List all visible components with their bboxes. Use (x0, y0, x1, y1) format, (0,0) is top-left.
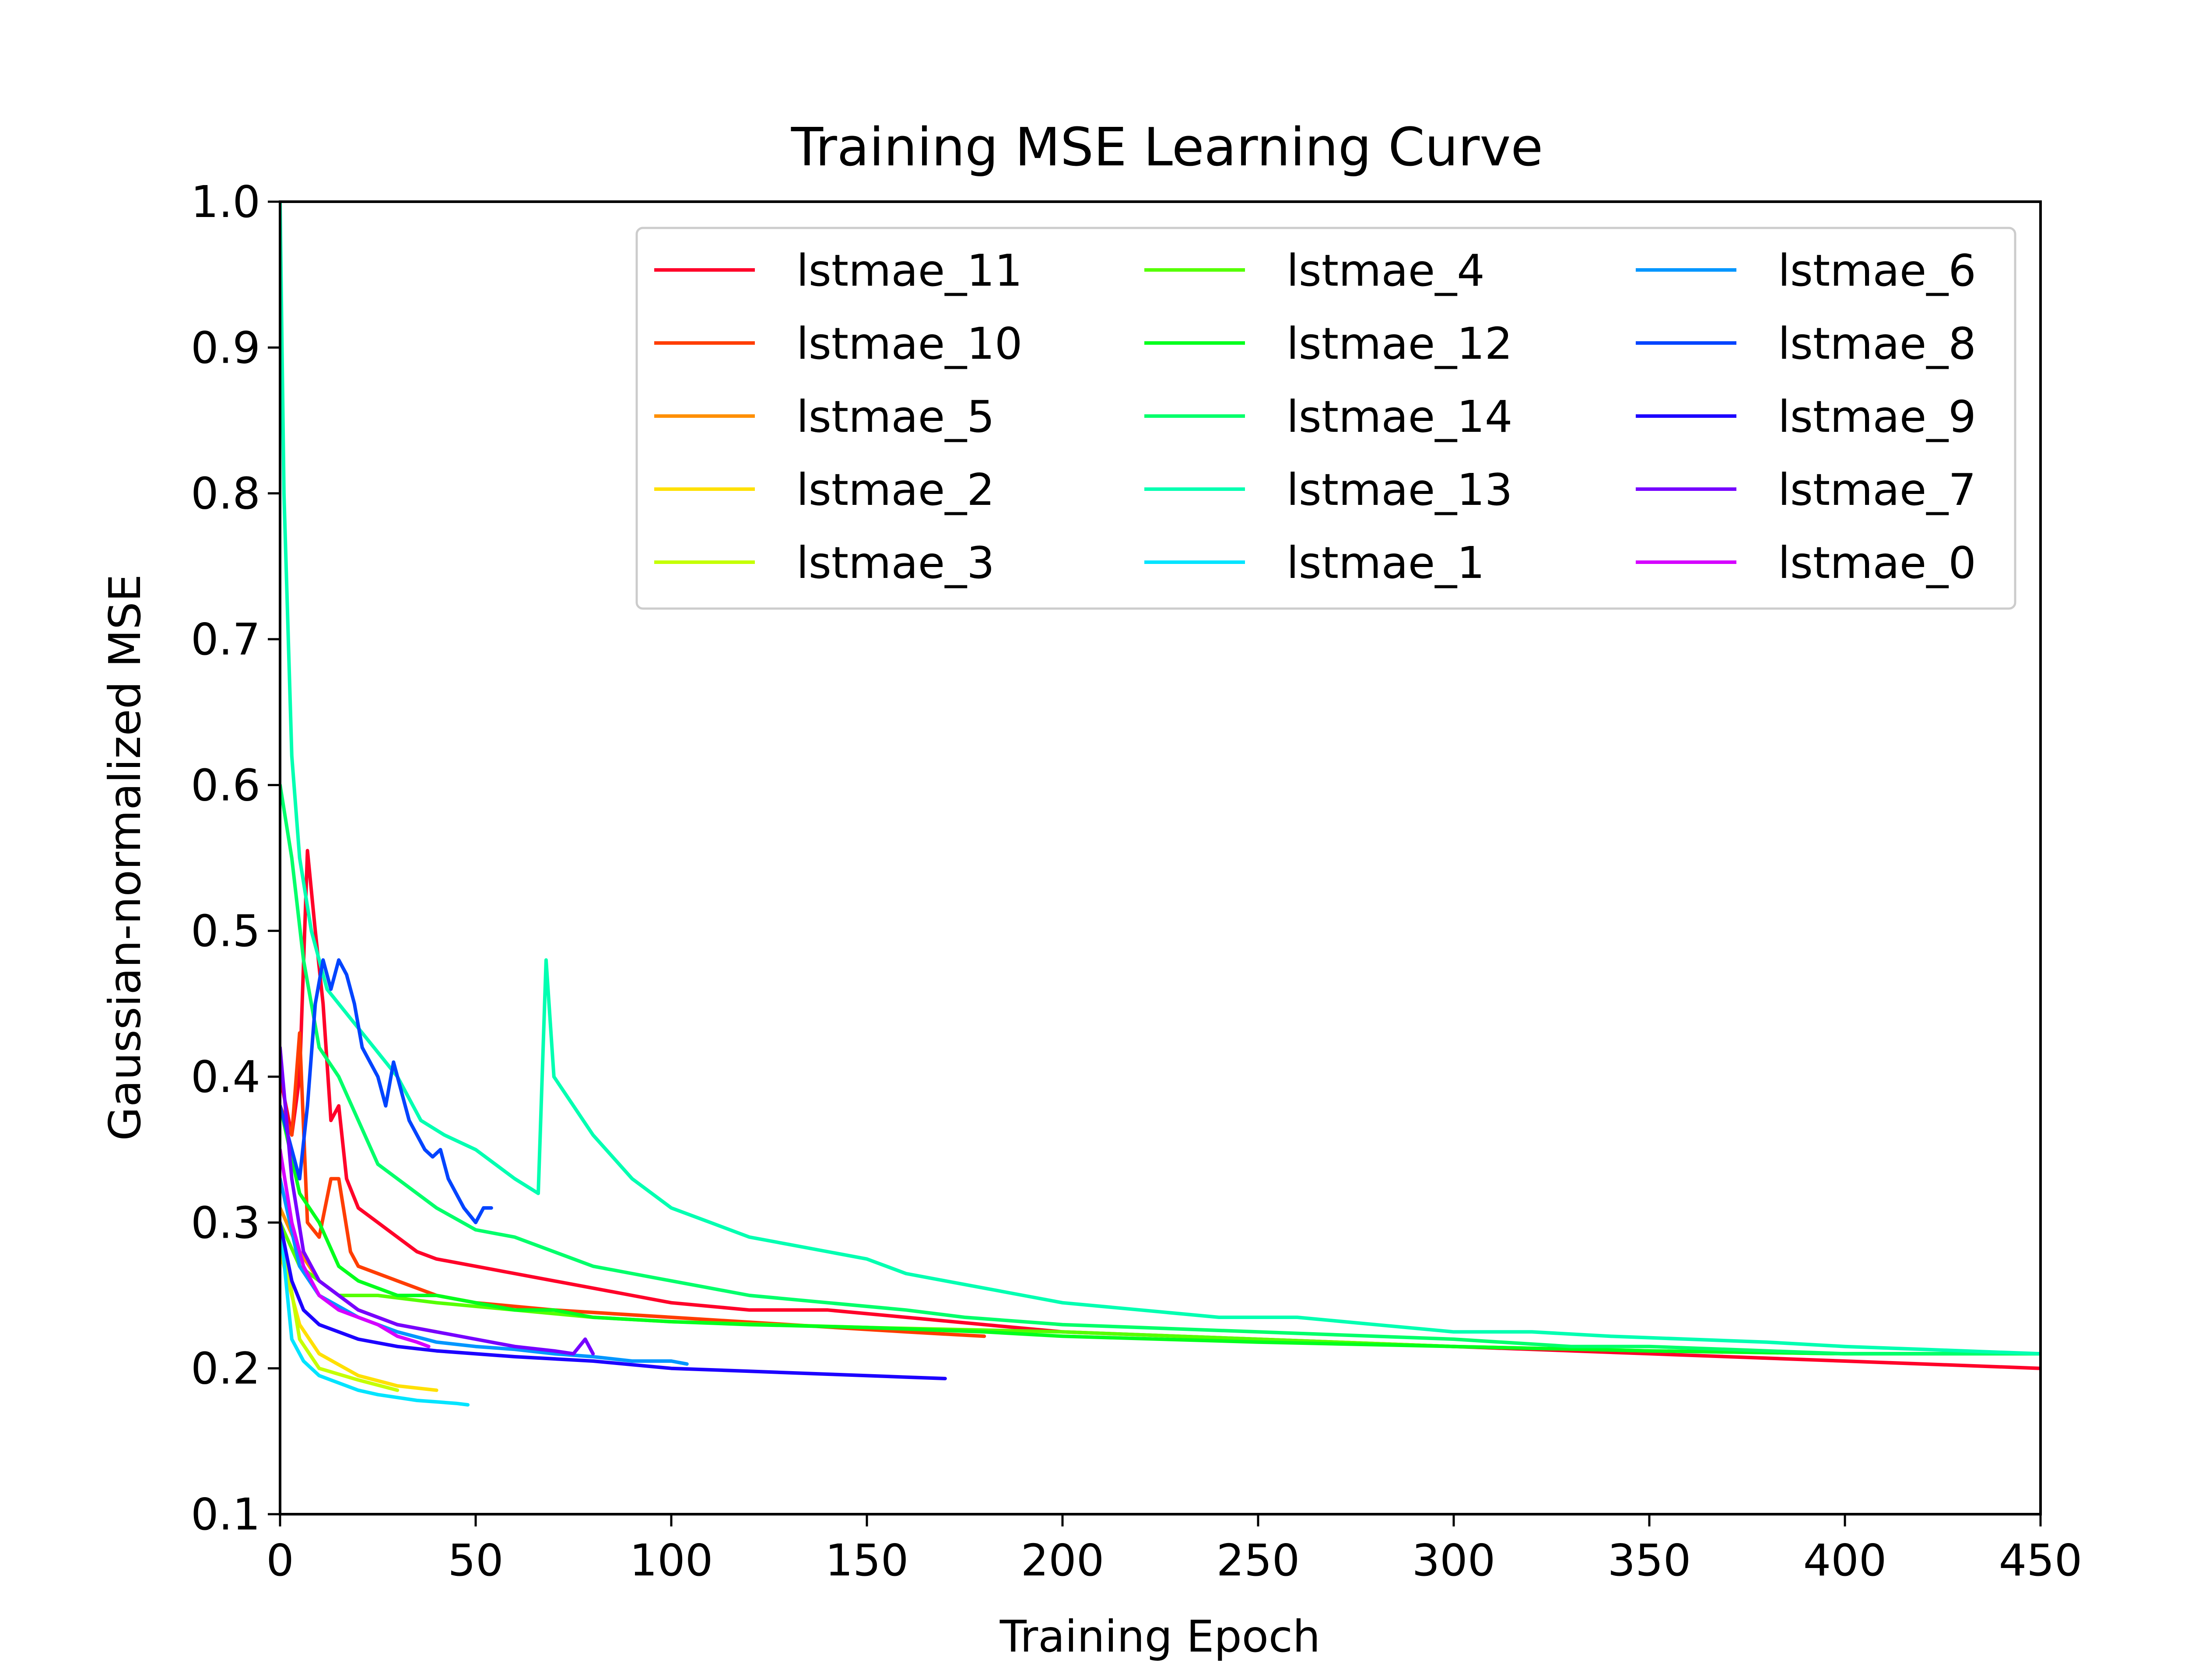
legend-label: lstmae_9 (1778, 391, 1976, 442)
y-tick-label: 0.1 (191, 1489, 260, 1540)
x-tick-label: 400 (1803, 1535, 1887, 1586)
series-layer (280, 202, 2041, 1407)
legend-label: lstmae_13 (1287, 464, 1513, 515)
y-tick-label: 0.8 (191, 468, 260, 519)
legend-label: lstmae_7 (1778, 464, 1976, 515)
legend-label: lstmae_3 (796, 537, 995, 588)
legend-label: lstmae_8 (1778, 318, 1976, 369)
x-tick-label: 100 (630, 1535, 713, 1586)
plot-frame (279, 200, 2042, 1516)
legend-label: lstmae_10 (796, 318, 1023, 369)
y-tick-label: 0.9 (191, 322, 260, 373)
x-tick-label: 450 (1999, 1535, 2083, 1586)
y-axis-label: Gaussian-normalized MSE (99, 574, 151, 1141)
y-tick-label: 0.6 (191, 760, 260, 811)
y-tick-label: 1.0 (191, 176, 260, 228)
legend-label: lstmae_14 (1287, 391, 1513, 442)
legend-label: lstmae_11 (796, 245, 1023, 296)
x-tick-label: 300 (1412, 1535, 1496, 1586)
series-line-lstmae_14 (280, 783, 2041, 1356)
y-tick-label: 0.4 (191, 1051, 260, 1102)
y-tick-label: 0.2 (191, 1343, 260, 1394)
series-line-lstmae_1 (280, 1221, 470, 1407)
x-tick-label: 350 (1608, 1535, 1691, 1586)
legend-label: lstmae_2 (796, 464, 995, 515)
legend: lstmae_11lstmae_10lstmae_5lstmae_2lstmae… (635, 227, 2016, 610)
x-tick-label: 50 (448, 1535, 503, 1586)
series-line-lstmae_0 (280, 1148, 431, 1348)
series-line-lstmae_9 (280, 1221, 947, 1380)
legend-frame (635, 227, 2016, 610)
x-tick-label: 150 (825, 1535, 909, 1586)
series-line-lstmae_3 (280, 1221, 400, 1392)
x-axis: 0 50 100 150 200 250 300 350 400 450 (266, 1514, 2082, 1586)
series-line-lstmae_10 (280, 1031, 986, 1338)
y-tick-label: 0.5 (191, 906, 260, 957)
series-line-lstmae_8 (280, 958, 493, 1225)
series-line-lstmae_7 (280, 1046, 595, 1356)
legend-label: lstmae_4 (1287, 245, 1485, 296)
y-tick-label: 0.3 (191, 1197, 260, 1248)
legend-label: lstmae_6 (1778, 245, 1976, 296)
y-tick-label: 0.7 (191, 614, 260, 665)
series-line-lstmae_12 (280, 1104, 2041, 1356)
x-tick-label: 0 (266, 1535, 294, 1586)
x-axis-label: Training Epoch (999, 1611, 1321, 1662)
chart-title: Training MSE Learning Curve (791, 117, 1543, 178)
legend-label: lstmae_12 (1287, 318, 1513, 369)
legend-label: lstmae_0 (1778, 537, 1976, 588)
legend-label: lstmae_5 (796, 391, 995, 442)
series-line-lstmae_13 (280, 202, 2041, 1356)
x-tick-label: 250 (1217, 1535, 1300, 1586)
x-tick-label: 200 (1021, 1535, 1105, 1586)
legend-label: lstmae_1 (1287, 537, 1485, 588)
y-axis: 0.1 0.2 0.3 0.4 0.5 0.6 0.7 0.8 0.9 1.0 (191, 176, 280, 1540)
